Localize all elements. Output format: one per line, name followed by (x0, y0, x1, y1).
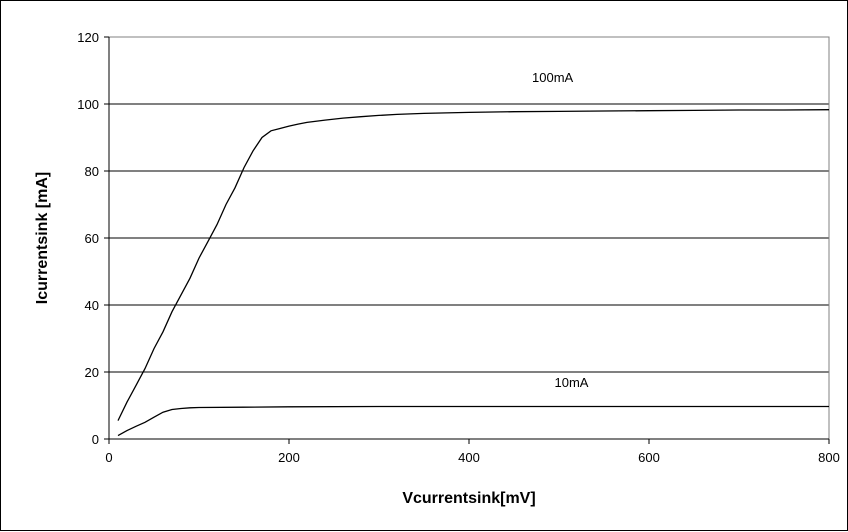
x-tick-label-1: 200 (278, 450, 300, 465)
ticks-layer: 0 20 40 60 80 100 120 0 200 400 600 800 (77, 30, 840, 465)
y-tick-label-2: 40 (85, 298, 99, 313)
x-tick-label-2: 400 (458, 450, 480, 465)
grid-layer (109, 103, 829, 373)
x-tick-label-4: 800 (818, 450, 840, 465)
x-axis-title: Vcurrentsink[mV] (402, 490, 535, 507)
y-tick-label-6: 120 (77, 30, 99, 45)
y-tick-label-5: 100 (77, 97, 99, 112)
series-line-0 (117, 109, 830, 421)
x-tick-label-0: 0 (105, 450, 112, 465)
annotation-label-0: 100mA (532, 70, 574, 85)
annotation-layer: 100mA 10mA (532, 70, 589, 390)
series-line-1 (117, 405, 829, 437)
x-tick-label-3: 600 (638, 450, 660, 465)
y-tick-label-4: 80 (85, 164, 99, 179)
y-axis-title: Icurrentsink [mA] (34, 172, 51, 304)
y-tick-label-3: 60 (85, 231, 99, 246)
annotation-label-1: 10mA (555, 375, 589, 390)
y-tick-label-0: 0 (92, 432, 99, 447)
y-tick-label-1: 20 (85, 365, 99, 380)
series-layer (117, 109, 830, 437)
